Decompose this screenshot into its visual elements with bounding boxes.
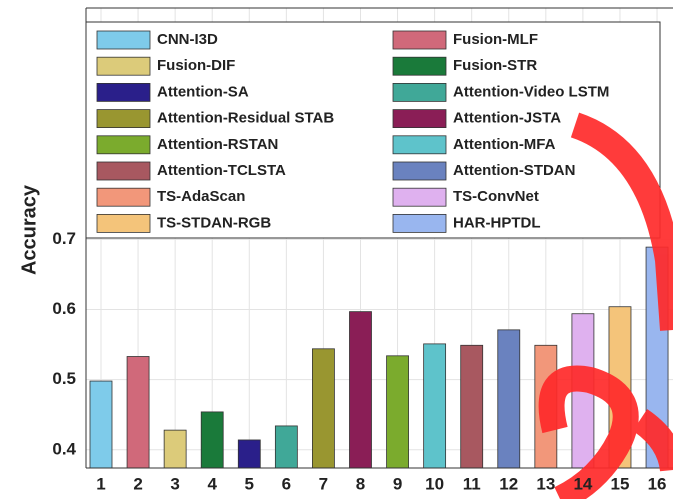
chart: Accuracy CNN-I3D Fusion-MLF Fusion-DIF Fusi… xyxy=(0,0,673,499)
legend-swatch xyxy=(393,110,446,128)
x-tick-label: 8 xyxy=(356,474,365,493)
legend-label: Attention-TCLSTA xyxy=(157,162,286,179)
bar xyxy=(387,356,409,468)
x-tick-label: 2 xyxy=(133,474,142,493)
y-tick-label: 0.6 xyxy=(52,299,76,318)
bar xyxy=(238,440,260,468)
legend-label: Fusion-DIF xyxy=(157,57,235,74)
legend-label: Attention-STDAN xyxy=(453,162,575,179)
x-tick-label: 15 xyxy=(611,474,630,493)
bar xyxy=(498,330,520,468)
legend-swatch xyxy=(393,214,446,232)
x-tick-label: 10 xyxy=(425,474,444,493)
legend-swatch xyxy=(393,83,446,101)
x-tick-label: 4 xyxy=(207,474,217,493)
legend-label: Attention-JSTA xyxy=(453,110,561,127)
x-tick-label: 3 xyxy=(170,474,179,493)
y-tick-label: 0.7 xyxy=(52,229,76,248)
legend-swatch xyxy=(393,162,446,180)
legend-label: Attention-SA xyxy=(157,83,249,100)
legend-label: TS-STDAN-RGB xyxy=(157,214,271,231)
legend-label: TS-AdaScan xyxy=(157,188,245,205)
bar xyxy=(127,357,149,468)
x-tick-label: 13 xyxy=(536,474,555,493)
legend-swatch xyxy=(393,31,446,49)
y-tick-label: 0.4 xyxy=(52,439,76,458)
bar xyxy=(461,345,483,468)
y-tick-label: 0.5 xyxy=(52,369,76,388)
legend-swatch xyxy=(97,31,150,49)
legend-swatch xyxy=(97,162,150,180)
legend-swatch xyxy=(97,188,150,206)
bar xyxy=(275,426,297,468)
x-tick-label: 11 xyxy=(463,474,481,493)
legend-swatch xyxy=(393,136,446,154)
x-tick-label: 16 xyxy=(648,474,667,493)
x-tick-label: 6 xyxy=(282,474,291,493)
bar xyxy=(164,430,186,468)
legend-label: CNN-I3D xyxy=(157,31,218,48)
bar xyxy=(349,312,371,468)
legend-label: Attention-RSTAN xyxy=(157,136,278,153)
x-tick-label: 7 xyxy=(319,474,328,493)
bar xyxy=(312,349,334,468)
legend-swatch xyxy=(97,136,150,154)
legend-swatch xyxy=(97,214,150,232)
legend-label: Fusion-MLF xyxy=(453,31,538,48)
legend-label: Fusion-STR xyxy=(453,57,537,74)
bar xyxy=(90,381,112,468)
legend-label: HAR-HPTDL xyxy=(453,214,541,231)
legend-swatch xyxy=(97,110,150,128)
legend-label: Attention-Video LSTM xyxy=(453,83,609,100)
x-tick-label: 14 xyxy=(573,474,592,493)
bar xyxy=(201,412,223,468)
y-axis-label: Accuracy xyxy=(18,184,40,275)
legend-swatch xyxy=(393,57,446,75)
x-tick-label: 12 xyxy=(499,474,518,493)
legend-label: Attention-MFA xyxy=(453,136,556,153)
x-tick-label: 1 xyxy=(96,474,105,493)
legend-swatch xyxy=(97,83,150,101)
legend-swatch xyxy=(97,57,150,75)
x-tick-label: 5 xyxy=(245,474,254,493)
bar xyxy=(424,344,446,468)
legend-swatch xyxy=(393,188,446,206)
legend-label: Attention-Residual STAB xyxy=(157,110,334,127)
x-tick-label: 9 xyxy=(393,474,402,493)
legend-label: TS-ConvNet xyxy=(453,188,539,205)
